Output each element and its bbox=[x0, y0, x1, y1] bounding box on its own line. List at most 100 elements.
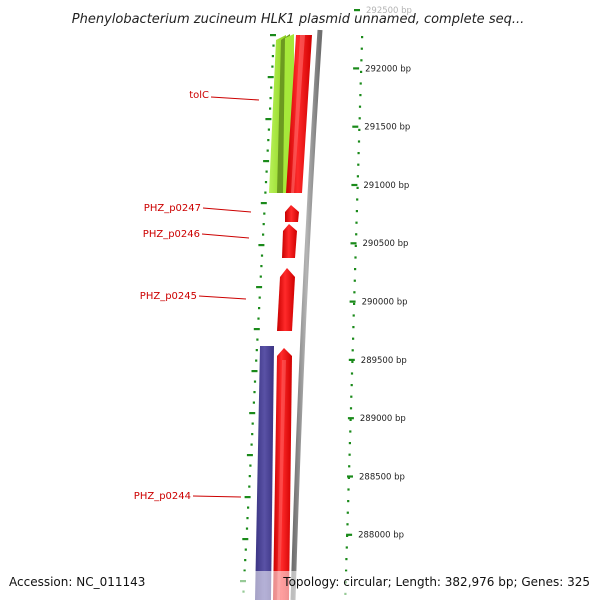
bp-tick bbox=[347, 475, 353, 478]
inner-ring-dot bbox=[263, 212, 266, 215]
outer-ring-dot bbox=[357, 163, 360, 166]
inner-ring-dot bbox=[262, 233, 265, 236]
outer-ring-dot bbox=[355, 221, 358, 224]
outer-ring-dot bbox=[348, 442, 351, 445]
red-lower-highlight bbox=[277, 360, 286, 600]
inner-ring-dot bbox=[255, 349, 258, 352]
inner-ring-dot bbox=[264, 191, 267, 194]
gene-block-PHZ_p0244-purple bbox=[255, 346, 274, 600]
inner-ring-dot bbox=[264, 181, 268, 184]
inner-ring-dot bbox=[267, 128, 270, 131]
gene-arrow-PHZ_p0246 bbox=[282, 224, 297, 258]
gene-label-PHZ_p0245[interactable]: PHZ_p0245 bbox=[140, 291, 247, 302]
inner-ring-dot bbox=[256, 338, 259, 341]
topology-text: Topology: circular; Length: 382,976 bp; … bbox=[282, 575, 590, 589]
inner-ring-dot bbox=[253, 380, 257, 383]
outer-ring-dot bbox=[356, 175, 359, 178]
outer-ring-dot bbox=[353, 302, 356, 305]
bp-tick bbox=[354, 9, 360, 12]
inner-ring-dot bbox=[265, 170, 268, 173]
inner-ring-dot bbox=[253, 391, 256, 394]
outer-ring-dot bbox=[350, 384, 353, 387]
outer-ring-dot bbox=[352, 314, 355, 317]
bp-tick bbox=[348, 358, 355, 361]
outer-ring-dot bbox=[347, 476, 350, 479]
bp-axis: 292500 bp 292000 bp 291500 bp 291000 bp 2905… bbox=[346, 6, 412, 541]
red-top-highlight bbox=[291, 35, 305, 193]
inner-ring-dot bbox=[246, 517, 249, 520]
inner-ring-dot bbox=[267, 139, 270, 142]
gene-arrow-PHZ_p0245 bbox=[277, 268, 295, 331]
inner-ring-dot bbox=[272, 44, 275, 47]
inner-ring-dot bbox=[259, 275, 262, 278]
inner-ring-dot bbox=[246, 454, 253, 457]
inner-ring-dot bbox=[256, 286, 263, 289]
inner-ring-dot bbox=[244, 496, 251, 499]
gene-label-text: PHZ_p0247 bbox=[144, 203, 201, 214]
bp-tick-label: 288500 bp bbox=[359, 472, 405, 482]
outer-ring-dot bbox=[351, 349, 354, 352]
gene-label-PHZ_p0247[interactable]: PHZ_p0247 bbox=[144, 203, 252, 214]
outer-ring-dot bbox=[354, 256, 357, 259]
inner-ring-dot bbox=[247, 506, 250, 509]
bp-tick bbox=[353, 67, 360, 70]
gene-label-PHZ_p0244[interactable]: PHZ_p0244 bbox=[134, 491, 242, 502]
map-title: Phenylobacterium zucineum HLK1 plasmid u… bbox=[72, 12, 524, 27]
bp-tick-label: 290000 bp bbox=[362, 298, 408, 308]
inner-ring-dot bbox=[270, 86, 273, 89]
inner-ring-dot bbox=[252, 401, 255, 404]
outer-ring-dot bbox=[347, 500, 350, 503]
outer-ring-dot bbox=[354, 268, 357, 271]
inner-ring-dot bbox=[242, 538, 249, 541]
bp-tick bbox=[349, 300, 356, 303]
gene-label-PHZ_p0246[interactable]: PHZ_p0246 bbox=[143, 229, 250, 240]
outer-ring-dot bbox=[357, 152, 360, 155]
gene-label-text: PHZ_p0245 bbox=[140, 291, 197, 302]
inner-ring-dot bbox=[251, 422, 254, 425]
gene-label-text: tolC bbox=[189, 90, 209, 101]
inner-ring-dot bbox=[244, 548, 247, 551]
outer-ring-dot bbox=[346, 523, 349, 526]
footer-backdrop bbox=[0, 571, 600, 600]
inner-ring-dot bbox=[269, 107, 272, 110]
outer-ring-dot bbox=[360, 47, 363, 50]
outer-ring-dot bbox=[345, 569, 348, 572]
outer-ring-dot bbox=[352, 337, 355, 340]
inner-ring-dot bbox=[243, 569, 246, 572]
inner-ring-dot bbox=[250, 443, 253, 446]
inner-ring-dot bbox=[257, 317, 260, 320]
outer-ring-dot bbox=[359, 82, 362, 85]
bp-tick-label: 290500 bp bbox=[363, 239, 409, 249]
inner-ring-dot bbox=[271, 65, 274, 68]
gene-label-text: PHZ_p0246 bbox=[143, 229, 200, 240]
bp-tick bbox=[351, 183, 358, 187]
inner-ring-dot bbox=[265, 118, 272, 121]
outer-ring-dot bbox=[345, 546, 348, 549]
inner-ring-dot bbox=[269, 97, 272, 100]
inner-ring-dot bbox=[258, 296, 261, 299]
outer-ring-dot bbox=[351, 360, 354, 363]
gene-label-tolC[interactable]: tolC bbox=[189, 90, 260, 101]
bp-tick-label: 292000 bp bbox=[365, 64, 411, 74]
outer-ring-dot bbox=[358, 128, 361, 131]
bp-tick bbox=[347, 417, 354, 420]
outer-ring-dot bbox=[346, 511, 349, 514]
outer-ring-dot bbox=[360, 59, 363, 62]
inner-ring-dot bbox=[260, 202, 267, 205]
outer-ring-dot bbox=[347, 488, 350, 491]
bp-tick-label: 289000 bp bbox=[360, 414, 406, 424]
inner-ring-dot bbox=[248, 475, 251, 478]
bp-tick-label: 292500 bp bbox=[366, 6, 412, 16]
bp-tick bbox=[350, 242, 357, 245]
inner-ring-dot bbox=[253, 328, 260, 331]
outer-ring-dot bbox=[353, 291, 356, 294]
outer-ring-dot bbox=[354, 244, 357, 247]
sequence-backbone bbox=[290, 29, 323, 600]
outer-ring-dot bbox=[358, 117, 361, 120]
inner-ring-dot bbox=[263, 160, 270, 163]
gene-label-text: PHZ_p0244 bbox=[134, 491, 191, 502]
outer-ring-dot bbox=[359, 94, 362, 97]
bp-tick-label: 291000 bp bbox=[363, 181, 409, 191]
outer-ring-dot bbox=[345, 558, 348, 561]
outer-ring-dot bbox=[356, 186, 359, 189]
